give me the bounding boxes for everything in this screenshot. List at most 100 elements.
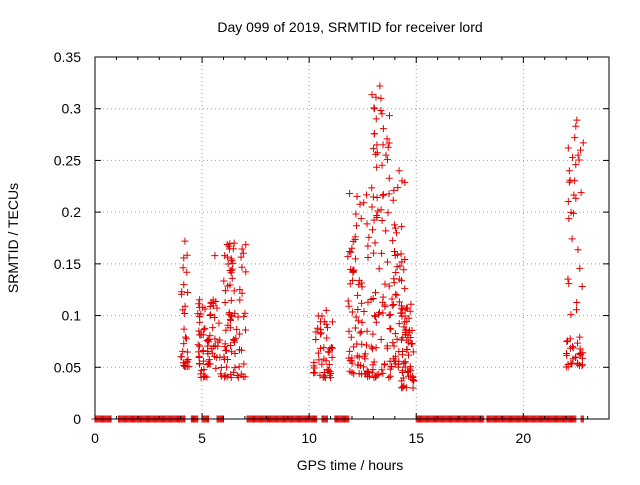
data-point bbox=[397, 250, 405, 258]
data-point bbox=[357, 328, 365, 336]
data-point bbox=[237, 253, 245, 261]
data-point bbox=[404, 351, 412, 359]
data-point bbox=[365, 233, 373, 241]
data-point bbox=[180, 340, 188, 348]
data-point bbox=[400, 266, 408, 274]
data-point bbox=[196, 296, 204, 304]
data-point bbox=[323, 334, 331, 342]
data-point bbox=[238, 289, 246, 297]
data-point bbox=[361, 355, 369, 363]
data-point bbox=[201, 324, 209, 332]
data-point bbox=[324, 348, 332, 356]
data-point bbox=[375, 265, 383, 273]
data-point bbox=[564, 337, 572, 345]
data-point bbox=[395, 298, 403, 306]
data-point bbox=[403, 336, 411, 344]
data-point bbox=[379, 293, 387, 301]
data-point bbox=[372, 289, 380, 297]
data-point bbox=[393, 335, 401, 343]
data-point bbox=[362, 370, 370, 378]
data-point bbox=[575, 362, 583, 370]
data-point bbox=[314, 349, 322, 357]
data-point bbox=[381, 280, 389, 288]
data-point bbox=[394, 184, 402, 192]
data-point bbox=[320, 368, 328, 376]
data-point bbox=[383, 156, 391, 164]
data-point bbox=[577, 349, 585, 357]
data-point bbox=[179, 347, 187, 355]
data-point bbox=[392, 268, 400, 276]
data-point bbox=[354, 317, 362, 325]
data-point bbox=[369, 294, 377, 302]
data-point bbox=[381, 361, 389, 369]
data-point bbox=[240, 360, 248, 368]
data-point bbox=[385, 174, 393, 182]
data-point bbox=[181, 362, 189, 370]
data-point bbox=[351, 233, 359, 241]
data-point bbox=[374, 207, 382, 215]
data-point bbox=[349, 237, 357, 245]
data-point bbox=[379, 125, 387, 133]
data-point bbox=[182, 333, 190, 341]
data-point bbox=[399, 351, 407, 359]
y-axis-label: SRMTID / TECUs bbox=[5, 183, 21, 293]
data-point bbox=[213, 304, 221, 312]
data-point bbox=[327, 374, 335, 382]
data-point bbox=[393, 229, 401, 237]
data-point bbox=[377, 94, 385, 102]
data-point bbox=[194, 310, 202, 318]
data-point bbox=[363, 327, 371, 335]
data-point bbox=[239, 249, 247, 257]
data-point bbox=[377, 335, 385, 343]
data-point bbox=[209, 324, 217, 332]
data-point bbox=[377, 206, 385, 214]
data-point bbox=[197, 370, 205, 378]
data-point bbox=[369, 193, 377, 201]
data-point bbox=[232, 334, 240, 342]
data-point bbox=[215, 319, 223, 327]
data-point bbox=[368, 203, 376, 211]
y-tick-label: 0 bbox=[73, 411, 81, 427]
data-point bbox=[238, 245, 246, 253]
data-point bbox=[576, 264, 584, 272]
data-point bbox=[203, 373, 211, 381]
data-point bbox=[566, 344, 574, 352]
data-point bbox=[375, 308, 383, 316]
data-point bbox=[398, 277, 406, 285]
data-point bbox=[389, 196, 397, 204]
data-point bbox=[200, 326, 208, 334]
data-point bbox=[231, 338, 238, 346]
data-point bbox=[379, 369, 387, 377]
data-point bbox=[378, 217, 386, 225]
data-point bbox=[209, 302, 217, 310]
data-point bbox=[211, 252, 219, 260]
data-point bbox=[349, 276, 357, 284]
data-point bbox=[360, 307, 368, 315]
data-point bbox=[195, 300, 203, 308]
data-point bbox=[574, 339, 582, 347]
data-point bbox=[227, 267, 235, 275]
data-point bbox=[399, 306, 407, 314]
data-point bbox=[325, 360, 333, 368]
data-point bbox=[388, 302, 396, 310]
data-point bbox=[406, 363, 414, 371]
data-point bbox=[201, 305, 209, 313]
data-point bbox=[403, 318, 411, 326]
data-point bbox=[231, 309, 239, 317]
data-point bbox=[395, 357, 403, 365]
data-point bbox=[353, 352, 361, 360]
data-point bbox=[216, 336, 224, 344]
data-point bbox=[409, 372, 417, 380]
data-point bbox=[360, 363, 368, 371]
data-point bbox=[195, 360, 203, 368]
data-point bbox=[579, 139, 587, 147]
data-point bbox=[357, 279, 365, 287]
data-point bbox=[221, 372, 229, 380]
data-point bbox=[239, 373, 247, 381]
data-point bbox=[575, 156, 583, 164]
data-point bbox=[312, 328, 320, 336]
data-point bbox=[356, 200, 364, 208]
data-point bbox=[358, 299, 366, 307]
